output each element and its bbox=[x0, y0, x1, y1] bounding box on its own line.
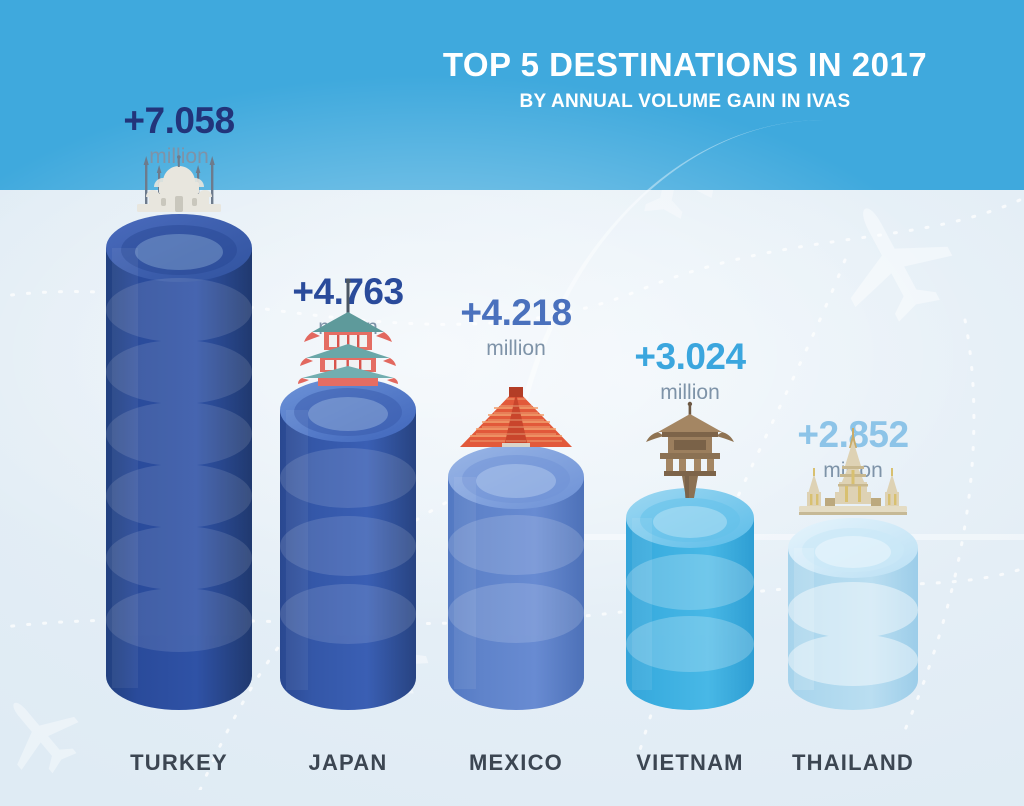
country-label-japan: JAPAN bbox=[308, 750, 388, 775]
country-label-turkey: TURKEY bbox=[130, 750, 228, 775]
bar-japan[interactable] bbox=[280, 278, 416, 710]
bar-mexico[interactable] bbox=[448, 387, 584, 710]
page-subtitle: BY ANNUAL VOLUME GAIN IN IVAS bbox=[519, 90, 851, 112]
unit-label-japan: million bbox=[318, 316, 378, 339]
bar-vietnam[interactable] bbox=[626, 401, 754, 710]
unit-label-vietnam: million bbox=[660, 381, 720, 404]
unit-label-thailand: million bbox=[823, 459, 883, 482]
bar-group-turkey[interactable]: +7.058 million bbox=[106, 102, 252, 806]
country-label-thailand: THAILAND bbox=[791, 750, 915, 775]
bar-group-thailand[interactable]: +2.852 million bbox=[788, 106, 918, 806]
bar-thailand[interactable] bbox=[788, 428, 918, 710]
bar-chart: +7.058 million bbox=[0, 102, 1024, 806]
value-label-japan: +4.763 bbox=[292, 271, 404, 312]
unit-label-mexico: million bbox=[486, 337, 546, 360]
value-label-vietnam: +3.024 bbox=[634, 336, 746, 377]
bar-discs-turkey bbox=[106, 214, 252, 710]
bar-discs-vietnam bbox=[626, 488, 754, 710]
one-pillar-pagoda-icon bbox=[644, 401, 736, 498]
bar-discs-japan bbox=[280, 378, 416, 710]
value-label-thailand: +2.852 bbox=[797, 414, 909, 455]
bar-group-mexico[interactable]: +4.218 million bbox=[448, 106, 584, 806]
bar-turkey[interactable] bbox=[106, 155, 252, 710]
pyramid-icon bbox=[452, 387, 580, 453]
bar-group-vietnam[interactable]: +3.024 million bbox=[626, 106, 754, 806]
country-label-mexico: MEXICO bbox=[469, 750, 563, 775]
bar-discs-mexico bbox=[448, 445, 584, 710]
page-title: TOP 5 DESTINATIONS IN 2017 bbox=[442, 46, 928, 83]
bar-group-japan[interactable]: +4.763 million bbox=[280, 106, 416, 806]
unit-label-turkey: million bbox=[149, 145, 209, 168]
title-block: TOP 5 DESTINATIONS IN 2017 BY ANNUAL VOL… bbox=[360, 46, 1010, 113]
country-label-vietnam: VIETNAM bbox=[636, 750, 744, 775]
value-label-turkey: +7.058 bbox=[123, 100, 235, 141]
bar-discs-thailand bbox=[788, 518, 918, 710]
value-label-mexico: +4.218 bbox=[460, 292, 572, 333]
